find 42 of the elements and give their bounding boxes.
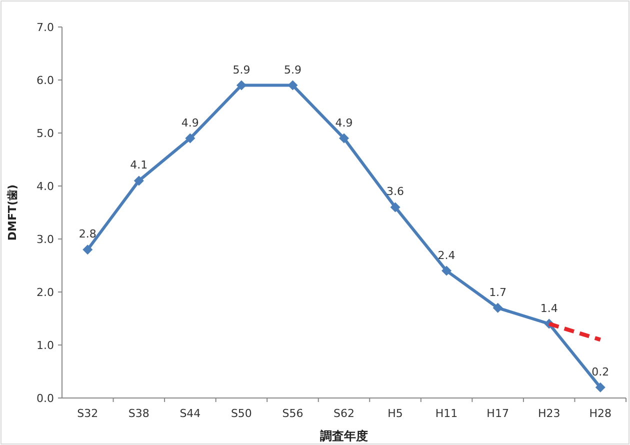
data-label: 4.9 — [181, 116, 199, 130]
point — [236, 80, 246, 90]
x-tick-label: S38 — [128, 407, 150, 420]
y-tick-label: 5.0 — [36, 127, 54, 140]
x-tick-label: H5 — [388, 407, 403, 420]
x-tick-label: H17 — [486, 407, 509, 420]
data-label: 3.6 — [386, 185, 404, 198]
y-tick-label: 4.0 — [36, 180, 54, 193]
point — [595, 382, 606, 392]
y-tick-label: 7.0 — [36, 21, 54, 34]
data-label: 2.4 — [438, 248, 456, 262]
point — [492, 302, 503, 313]
point — [442, 266, 452, 276]
data-label: 5.9 — [284, 63, 302, 76]
point — [134, 176, 144, 186]
x-axis-title: 調査年度 — [319, 429, 368, 443]
x-tick-label: S50 — [230, 407, 252, 420]
data-label: 1.4 — [540, 302, 558, 315]
x-tick-label: S56 — [282, 407, 304, 420]
y-axis-title: DMFT(歯) — [6, 184, 19, 241]
y-tick-label: 3.0 — [36, 233, 54, 246]
y-tick-label: 2.0 — [36, 286, 54, 299]
x-tick-label: S32 — [77, 407, 98, 420]
x-tick-label: H28 — [589, 407, 612, 420]
data-label: 5.9 — [232, 63, 250, 76]
y-tick-label: 6.0 — [36, 74, 54, 87]
x-tick-label: S62 — [334, 407, 354, 420]
point — [288, 80, 298, 90]
data-label: 0.2 — [592, 365, 610, 378]
point — [390, 202, 400, 212]
data-label: 4.1 — [130, 158, 148, 172]
data-label: 2.8 — [78, 228, 96, 241]
data-label: 4.9 — [335, 116, 353, 130]
point — [82, 244, 93, 255]
y-tick-label: 1.0 — [36, 339, 54, 352]
point — [185, 133, 196, 144]
x-tick-label: H23 — [538, 407, 560, 420]
y-tick-label: 0.0 — [36, 392, 54, 405]
x-tick-label: S44 — [180, 407, 201, 420]
point — [339, 133, 349, 144]
data-label: 1.7 — [489, 286, 507, 299]
x-tick-label: H11 — [435, 407, 458, 420]
